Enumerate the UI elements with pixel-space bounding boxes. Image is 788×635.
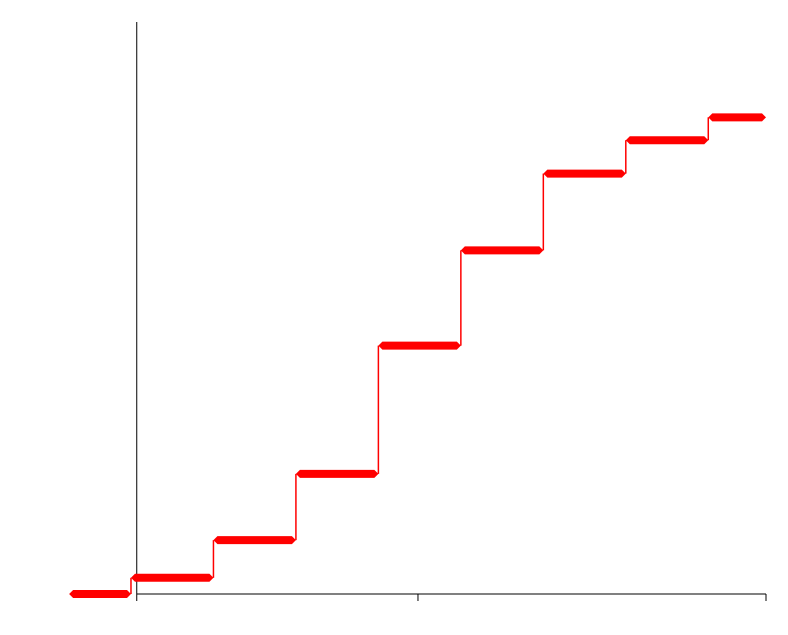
step-segment (295, 469, 379, 478)
step-segment (69, 590, 131, 598)
step-segment (130, 573, 214, 582)
step-segment (213, 536, 296, 545)
step-segment (543, 169, 626, 178)
step-segment (625, 136, 709, 145)
step-segment (708, 113, 766, 122)
step-segment (460, 246, 544, 255)
step-segment (378, 341, 461, 350)
